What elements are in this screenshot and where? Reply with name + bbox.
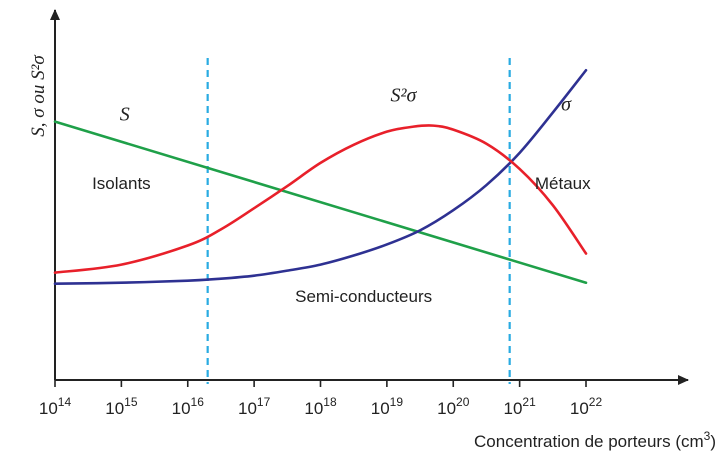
x-tick-label-16: 1016: [172, 395, 205, 418]
series-lines: [53, 68, 588, 286]
region-label-metaux: Métaux: [535, 174, 591, 193]
x-axis-label: Concentration de porteurs (cm3): [474, 429, 716, 451]
x-ticks: 1014 1015 1016 1017 1018 1019 1020 1021 1022: [39, 380, 603, 418]
x-tick-label-18: 1018: [304, 395, 337, 418]
s2sigma-label: S²σ: [391, 84, 418, 106]
x-axis-label-text: Concentration de porteurs (cm: [474, 432, 704, 451]
x-axis-label-sup: 3: [704, 429, 711, 443]
region-labels: Isolants Métaux Semi-conducteurs: [92, 174, 591, 306]
x-axis-label-end: ): [710, 432, 716, 451]
y-axis-label: S, σ ou S²σ: [28, 55, 49, 137]
x-tick-label-14: 1014: [39, 395, 72, 418]
x-tick-label-15: 1015: [105, 395, 138, 418]
x-tick-label-21: 1021: [503, 395, 536, 418]
x-tick-label-20: 1020: [437, 395, 470, 418]
s-label: S: [120, 104, 130, 126]
x-tick-label-22: 1022: [570, 395, 603, 418]
s2sigma-line: [53, 124, 588, 274]
x-tick-label-17: 1017: [238, 395, 271, 418]
sigma-label: σ: [561, 94, 572, 116]
region-label-semi-conducteurs: Semi-conducteurs: [295, 287, 432, 306]
sigma-line: [53, 68, 588, 286]
region-label-isolants: Isolants: [92, 174, 151, 193]
region-boundaries: [206, 58, 511, 384]
s-line: [53, 120, 588, 285]
x-tick-label-19: 1019: [371, 395, 404, 418]
